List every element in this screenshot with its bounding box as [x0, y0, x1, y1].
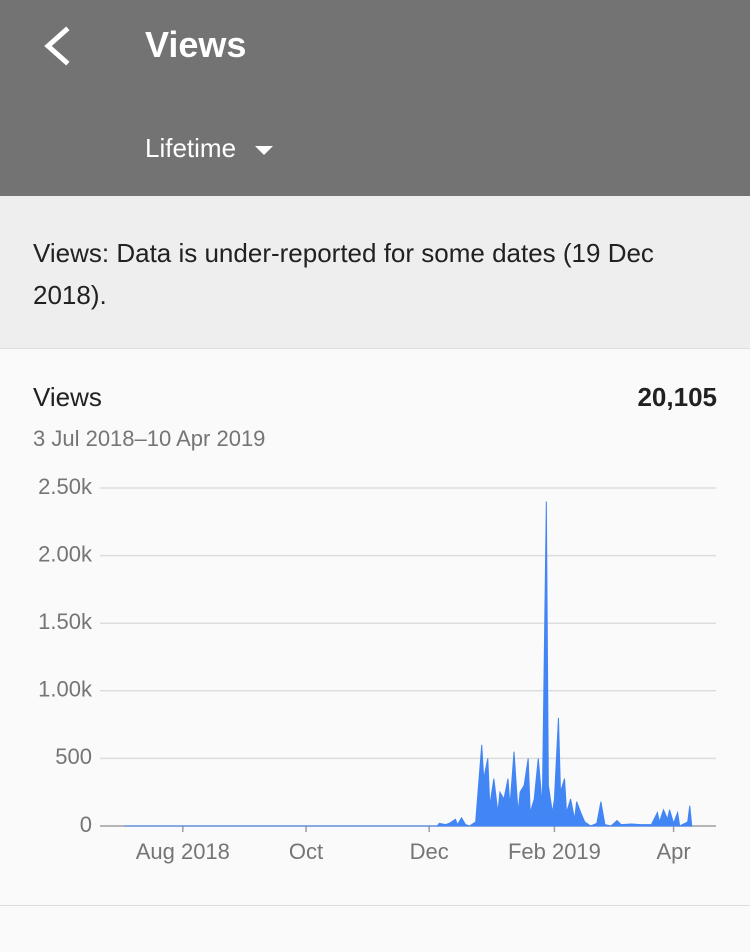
notice-banner: Views: Data is under-reported for some d… — [0, 196, 750, 349]
y-tick-label: 0 — [80, 812, 92, 837]
app-bar: Views Lifetime — [0, 0, 750, 196]
x-tick-label: Aug 2018 — [136, 839, 230, 864]
y-tick-label: 1.00k — [38, 677, 93, 702]
metric-dates: 3 Jul 2018–10 Apr 2019 — [33, 426, 266, 451]
x-tick-label: Oct — [289, 839, 323, 864]
x-tick-label: Feb 2019 — [508, 839, 601, 864]
range-dropdown[interactable]: Lifetime — [145, 133, 275, 164]
range-label: Lifetime — [145, 133, 237, 163]
area — [124, 501, 693, 827]
dropdown-arrow — [255, 146, 274, 155]
y-tick-label: 2.50k — [38, 474, 93, 499]
page-title: Views — [145, 24, 247, 65]
metric-total: 20,105 — [637, 382, 717, 412]
y-tick-label: 2.00k — [38, 541, 93, 566]
y-tick-label: 500 — [55, 744, 92, 769]
chart: 0 500 1.00k 1.50k 2.00k 2.50k Aug 2018 Oct Dec Fe… — [38, 474, 716, 864]
back-button[interactable] — [38, 24, 78, 68]
metric-label: Views — [33, 382, 102, 412]
y-tick-label: 1.50k — [38, 609, 93, 634]
x-tick-label: Apr — [656, 839, 690, 864]
x-tick-label: Dec — [410, 839, 449, 864]
divider — [0, 905, 750, 952]
notice-text: Views: Data is under-reported for some d… — [33, 238, 654, 310]
